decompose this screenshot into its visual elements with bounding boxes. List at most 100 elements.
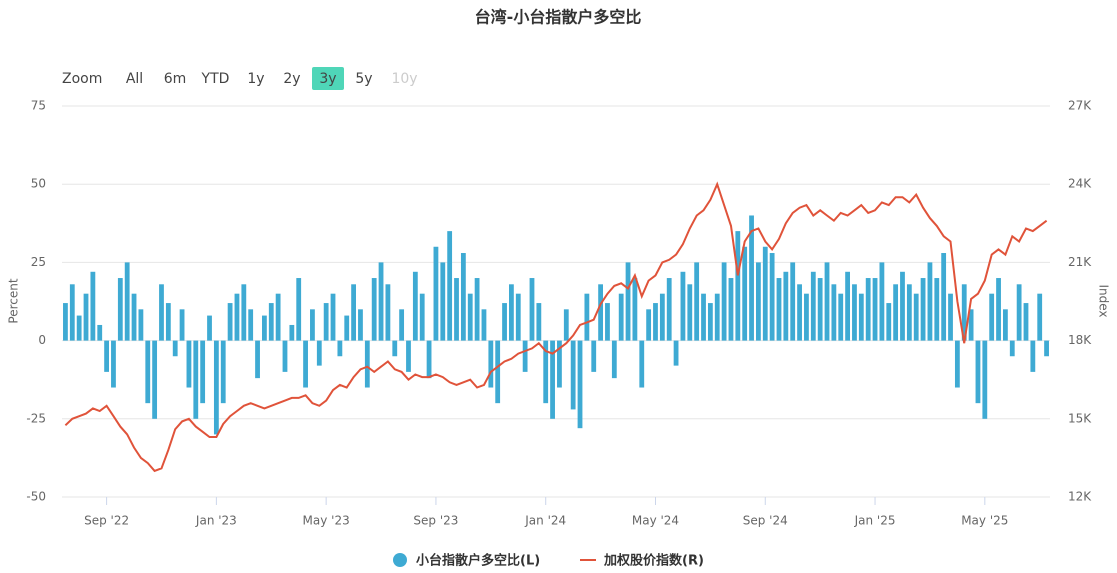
bar bbox=[440, 262, 446, 341]
bar bbox=[996, 278, 1001, 341]
bar bbox=[447, 231, 453, 341]
bar bbox=[577, 340, 583, 429]
bar bbox=[1030, 340, 1036, 372]
bar bbox=[111, 340, 116, 388]
bar bbox=[701, 293, 706, 341]
bar bbox=[982, 340, 988, 419]
bar bbox=[721, 262, 727, 341]
x-tick-label: Jan '23 bbox=[195, 514, 237, 528]
bar bbox=[207, 315, 212, 341]
bar bbox=[97, 324, 103, 341]
bar bbox=[625, 262, 631, 341]
range-button[interactable]: 2y bbox=[283, 71, 300, 87]
bar bbox=[920, 278, 926, 341]
legend-label[interactable]: 加权股价指数(R) bbox=[603, 553, 704, 569]
bar bbox=[495, 340, 501, 404]
bar bbox=[728, 278, 734, 341]
bar bbox=[543, 340, 549, 404]
bar bbox=[124, 262, 130, 341]
bar bbox=[804, 293, 809, 341]
bar bbox=[412, 271, 418, 341]
bar bbox=[563, 309, 569, 341]
bar bbox=[632, 278, 638, 341]
bar bbox=[117, 278, 123, 341]
bar bbox=[817, 278, 823, 341]
range-button[interactable]: All bbox=[126, 71, 143, 87]
y-tick-label: 75 bbox=[31, 99, 46, 113]
bar bbox=[865, 278, 871, 341]
legend-marker bbox=[393, 553, 407, 567]
bar bbox=[845, 271, 850, 341]
bar bbox=[694, 262, 700, 341]
bar bbox=[488, 340, 494, 388]
bar bbox=[968, 309, 974, 341]
y-tick-label: 50 bbox=[31, 177, 46, 191]
bar bbox=[364, 340, 370, 388]
bar bbox=[433, 246, 439, 341]
bar bbox=[392, 340, 398, 357]
bar bbox=[104, 340, 109, 372]
bar bbox=[591, 340, 597, 372]
y-tick-label: -50 bbox=[26, 490, 46, 504]
bar bbox=[303, 340, 308, 388]
bar bbox=[371, 278, 377, 341]
bar bbox=[522, 340, 528, 372]
line bbox=[64, 181, 1048, 473]
bar bbox=[179, 309, 185, 341]
range-button[interactable]: YTD bbox=[201, 71, 230, 87]
bar bbox=[63, 303, 68, 341]
bar bbox=[378, 262, 384, 341]
bar bbox=[385, 284, 391, 341]
bar bbox=[961, 284, 967, 341]
bar bbox=[707, 303, 713, 341]
bar bbox=[680, 271, 686, 341]
bar bbox=[611, 340, 617, 379]
bar bbox=[344, 315, 350, 341]
bar bbox=[941, 253, 947, 341]
bar bbox=[152, 340, 158, 419]
bar bbox=[358, 309, 363, 341]
bar bbox=[934, 278, 940, 341]
bar bbox=[234, 293, 240, 341]
legend-label[interactable]: 小台指散户多空比(L) bbox=[416, 553, 540, 569]
range-button[interactable]: 1y bbox=[247, 71, 264, 87]
bar bbox=[406, 340, 411, 372]
bar bbox=[536, 303, 542, 341]
bar bbox=[69, 284, 75, 341]
bar bbox=[1023, 303, 1029, 341]
bar bbox=[159, 284, 164, 341]
range-button[interactable]: 5y bbox=[355, 71, 372, 87]
bar bbox=[824, 262, 830, 341]
bar bbox=[474, 278, 480, 341]
range-button: 10y bbox=[391, 71, 417, 87]
bar bbox=[653, 303, 658, 341]
range-button[interactable]: 6m bbox=[164, 71, 187, 87]
y2-axis-title: Index bbox=[1097, 284, 1111, 317]
bar bbox=[927, 262, 933, 341]
bar bbox=[906, 284, 912, 341]
range-button[interactable]: 3y bbox=[319, 71, 336, 87]
bar bbox=[975, 340, 981, 404]
bar bbox=[749, 215, 754, 341]
bar bbox=[220, 340, 226, 404]
bar bbox=[296, 278, 302, 341]
y-tick-label: -25 bbox=[26, 411, 46, 425]
bar bbox=[316, 340, 322, 366]
chart-title: 台湾-小台指散户多空比 bbox=[475, 8, 642, 27]
bar bbox=[886, 303, 892, 341]
bar bbox=[838, 293, 844, 341]
bar bbox=[509, 284, 514, 341]
bar bbox=[605, 303, 610, 341]
y-tick-label: 0 bbox=[38, 333, 46, 347]
bar bbox=[1044, 340, 1049, 357]
bar bbox=[618, 293, 624, 341]
bar bbox=[989, 293, 995, 341]
bar bbox=[282, 340, 288, 372]
bar bbox=[639, 340, 645, 388]
bar bbox=[550, 340, 555, 419]
bar bbox=[502, 303, 507, 341]
bar bbox=[268, 303, 274, 341]
bar bbox=[172, 340, 178, 357]
bar bbox=[659, 293, 665, 341]
